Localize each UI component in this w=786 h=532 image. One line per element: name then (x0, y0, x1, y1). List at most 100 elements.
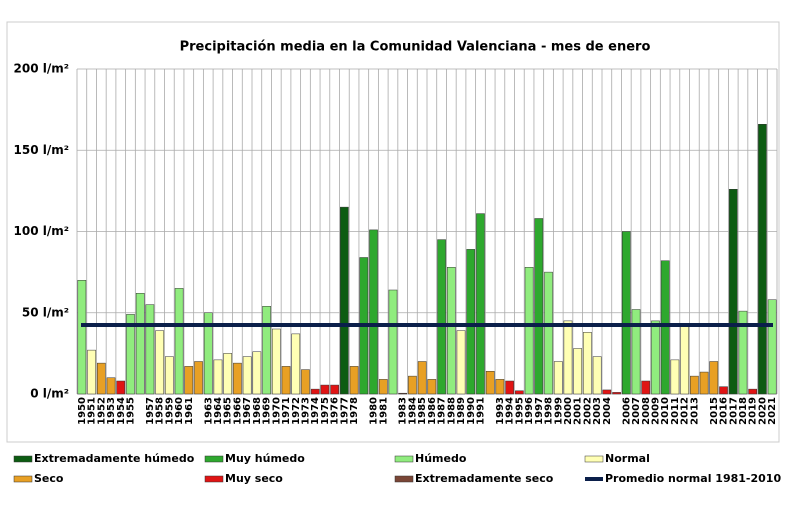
x-tick-label: 2018 (738, 397, 749, 425)
legend-swatch (204, 475, 224, 483)
x-tick-label: 1969 (262, 397, 273, 425)
legend-swatch (394, 475, 414, 483)
legend-label: Normal (605, 452, 650, 465)
bar (242, 356, 252, 395)
x-tick-label: 2019 (748, 397, 759, 425)
x-tick-label: 1976 (330, 397, 341, 425)
bar (233, 362, 242, 395)
x-tick-label: 1985 (417, 397, 428, 425)
bar (612, 392, 621, 395)
bar (651, 320, 660, 395)
bar (340, 206, 349, 395)
x-tick-label: 1953 (106, 397, 117, 425)
x-tick-label: 2017 (728, 397, 739, 425)
bar (758, 124, 767, 395)
bar (252, 351, 262, 395)
bar (641, 380, 651, 395)
x-tick-label: 2015 (709, 397, 720, 425)
bar (631, 309, 641, 395)
x-tick-label: 1971 (281, 397, 292, 425)
bar (223, 353, 233, 395)
bar (748, 388, 758, 395)
x-tick-label: 2020 (757, 397, 768, 425)
bar (427, 379, 437, 395)
legend-label: Muy seco (225, 472, 283, 485)
bar (563, 320, 573, 395)
x-tick-label: 1998 (544, 397, 555, 425)
x-tick-label: 2010 (660, 397, 671, 425)
bar (670, 359, 680, 395)
x-tick-label: 1968 (252, 397, 263, 425)
bar (271, 328, 281, 395)
x-tick-label: 1970 (271, 397, 282, 425)
y-tick-label: 150 l/m² (14, 143, 69, 157)
bar (476, 213, 485, 395)
bar (602, 389, 612, 395)
legend-label: Seco (34, 472, 64, 485)
x-tick-label: 1996 (524, 397, 535, 425)
y-tick-label: 200 l/m² (14, 62, 69, 76)
bar (155, 330, 164, 395)
x-tick-label: 1960 (174, 397, 185, 425)
x-tick-label: 1994 (505, 397, 516, 425)
x-tick-label: 1986 (427, 397, 438, 425)
x-tick-label: 1966 (232, 397, 243, 425)
x-tick-label: 2007 (631, 397, 642, 425)
bar (194, 361, 203, 395)
x-tick-label: 1955 (125, 397, 136, 425)
bar (485, 371, 495, 395)
x-tick-label: 1958 (155, 397, 166, 425)
bar (534, 218, 544, 395)
bar (87, 349, 96, 395)
bar (301, 369, 310, 395)
x-tick-label: 2002 (582, 397, 593, 425)
x-tick-label: 1997 (534, 397, 545, 425)
x-tick-label: 1987 (437, 397, 448, 425)
bar (767, 299, 777, 395)
legend-label: Extremadamente húmedo (34, 452, 195, 465)
x-tick-label: 1959 (164, 397, 175, 425)
bar (544, 271, 553, 395)
x-tick-label: 1978 (349, 397, 360, 425)
bar (281, 366, 291, 395)
x-tick-label: 2011 (670, 397, 681, 425)
x-tick-label: 1999 (553, 397, 564, 425)
x-tick-label: 1990 (466, 397, 477, 425)
bar (680, 325, 689, 395)
bar (320, 384, 330, 395)
bar (203, 312, 213, 395)
legend-swatch (13, 455, 33, 463)
legend-label: Promedio normal 1981-2010 (605, 472, 781, 485)
bar (398, 392, 408, 395)
x-tick-label: 1991 (475, 397, 486, 425)
bar (515, 390, 524, 395)
bar (573, 348, 583, 395)
x-tick-label: 1964 (213, 397, 224, 425)
x-tick-label: 1983 (398, 397, 409, 425)
x-tick-label: 1980 (369, 397, 380, 425)
legend-swatch (204, 455, 224, 463)
bar (291, 333, 301, 395)
x-tick-label: 1989 (456, 397, 467, 425)
x-tick-label: 1967 (242, 397, 253, 425)
bar (96, 362, 106, 395)
x-tick-label: 1995 (514, 397, 525, 425)
x-tick-label: 1975 (320, 397, 331, 425)
x-tick-label: 2021 (767, 397, 778, 425)
bar (145, 304, 155, 395)
legend-label: Extremadamente seco (415, 472, 554, 485)
legend-swatch (13, 475, 33, 483)
bar (213, 359, 223, 395)
x-tick-label: 2001 (573, 397, 584, 425)
bar (330, 384, 339, 395)
bar (126, 314, 135, 395)
bar (77, 280, 87, 395)
bar (106, 377, 116, 395)
bar (524, 267, 534, 395)
bar (583, 332, 592, 395)
x-tick-label: 1981 (378, 397, 389, 425)
bar (388, 289, 398, 395)
x-tick-label: 1965 (223, 397, 234, 425)
bar (165, 356, 174, 395)
x-tick-label: 1977 (339, 397, 350, 425)
